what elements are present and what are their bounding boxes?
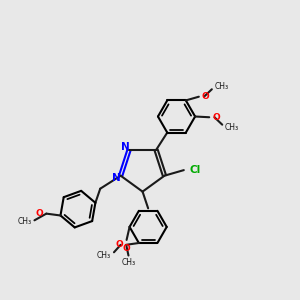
- Text: O: O: [202, 92, 210, 101]
- Text: CH₃: CH₃: [17, 217, 32, 226]
- Text: N: N: [112, 172, 121, 183]
- Text: O: O: [123, 244, 130, 253]
- Text: O: O: [36, 209, 43, 218]
- Text: Cl: Cl: [190, 165, 201, 175]
- Text: CH₃: CH₃: [225, 123, 239, 132]
- Text: CH₃: CH₃: [97, 251, 111, 260]
- Text: CH₃: CH₃: [122, 259, 136, 268]
- Text: O: O: [115, 240, 123, 249]
- Text: CH₃: CH₃: [214, 82, 229, 91]
- Text: N: N: [121, 142, 130, 152]
- Text: O: O: [212, 113, 220, 122]
